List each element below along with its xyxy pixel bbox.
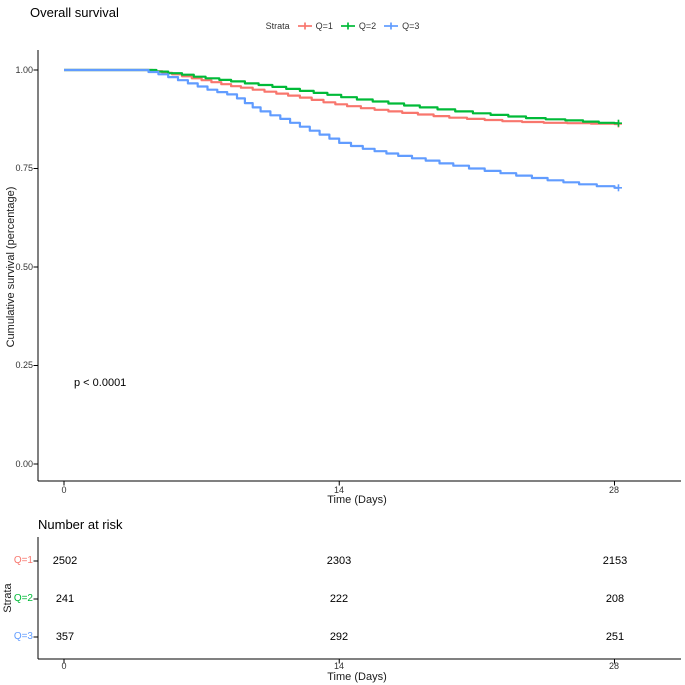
legend-key-plus-icon xyxy=(383,21,399,31)
risk-x-tick-label: 14 xyxy=(333,661,344,671)
risk-row-label-q1: Q=1 xyxy=(13,555,33,566)
y-tick-label: 0.50 xyxy=(15,262,33,272)
survival-curve-q3 xyxy=(64,68,619,189)
y-axis-title: Cumulative survival (percentage) xyxy=(5,186,17,348)
risk-value: 241 xyxy=(55,593,75,605)
x-tick-label: 0 xyxy=(61,485,67,495)
risk-value: 2303 xyxy=(326,555,352,567)
x-axis-title: Time (Days) xyxy=(327,494,387,506)
risk-value: 251 xyxy=(605,631,625,643)
y-tick-label: 0.00 xyxy=(15,459,33,469)
risk-value: 292 xyxy=(329,631,349,643)
risk-row-label-q2: Q=2 xyxy=(13,593,33,604)
risk-value: 222 xyxy=(329,593,349,605)
survival-curve-q2 xyxy=(64,68,619,125)
legend-label: Q=2 xyxy=(358,21,377,31)
risk-x-tick-label: 28 xyxy=(608,661,619,671)
y-tick-label: 1.00 xyxy=(15,65,33,75)
x-tick-label: 14 xyxy=(333,485,344,495)
page-title: Overall survival xyxy=(30,5,119,20)
risk-value: 357 xyxy=(55,631,75,643)
legend-key-plus-icon xyxy=(297,21,313,31)
risk-value: 208 xyxy=(605,593,625,605)
y-tick-label: 0.75 xyxy=(15,163,33,173)
legend-label: Q=3 xyxy=(402,21,420,31)
pvalue-annotation: p < 0.0001 xyxy=(74,377,127,389)
legend: Strata Q=1 Q=2 Q=3 xyxy=(0,21,685,31)
x-tick-label: 28 xyxy=(608,485,619,495)
risk-value: 2502 xyxy=(52,555,78,567)
y-tick-label: 0.25 xyxy=(15,360,33,370)
risk-table-title: Number at risk xyxy=(38,517,123,532)
legend-item-q2: Q=2 xyxy=(340,21,376,31)
legend-title: Strata xyxy=(265,21,290,31)
risk-x-axis-title: Time (Days) xyxy=(327,671,387,683)
risk-x-tick-label: 0 xyxy=(61,661,67,671)
legend-key-plus-icon xyxy=(340,21,356,31)
survival-curve-q1 xyxy=(64,68,619,126)
risk-row-label-q3: Q=3 xyxy=(13,631,33,642)
risk-value: 2153 xyxy=(602,555,628,567)
legend-label: Q=1 xyxy=(315,21,333,31)
legend-item-q1: Q=1 xyxy=(297,21,333,31)
legend-item-q3: Q=3 xyxy=(383,21,419,31)
